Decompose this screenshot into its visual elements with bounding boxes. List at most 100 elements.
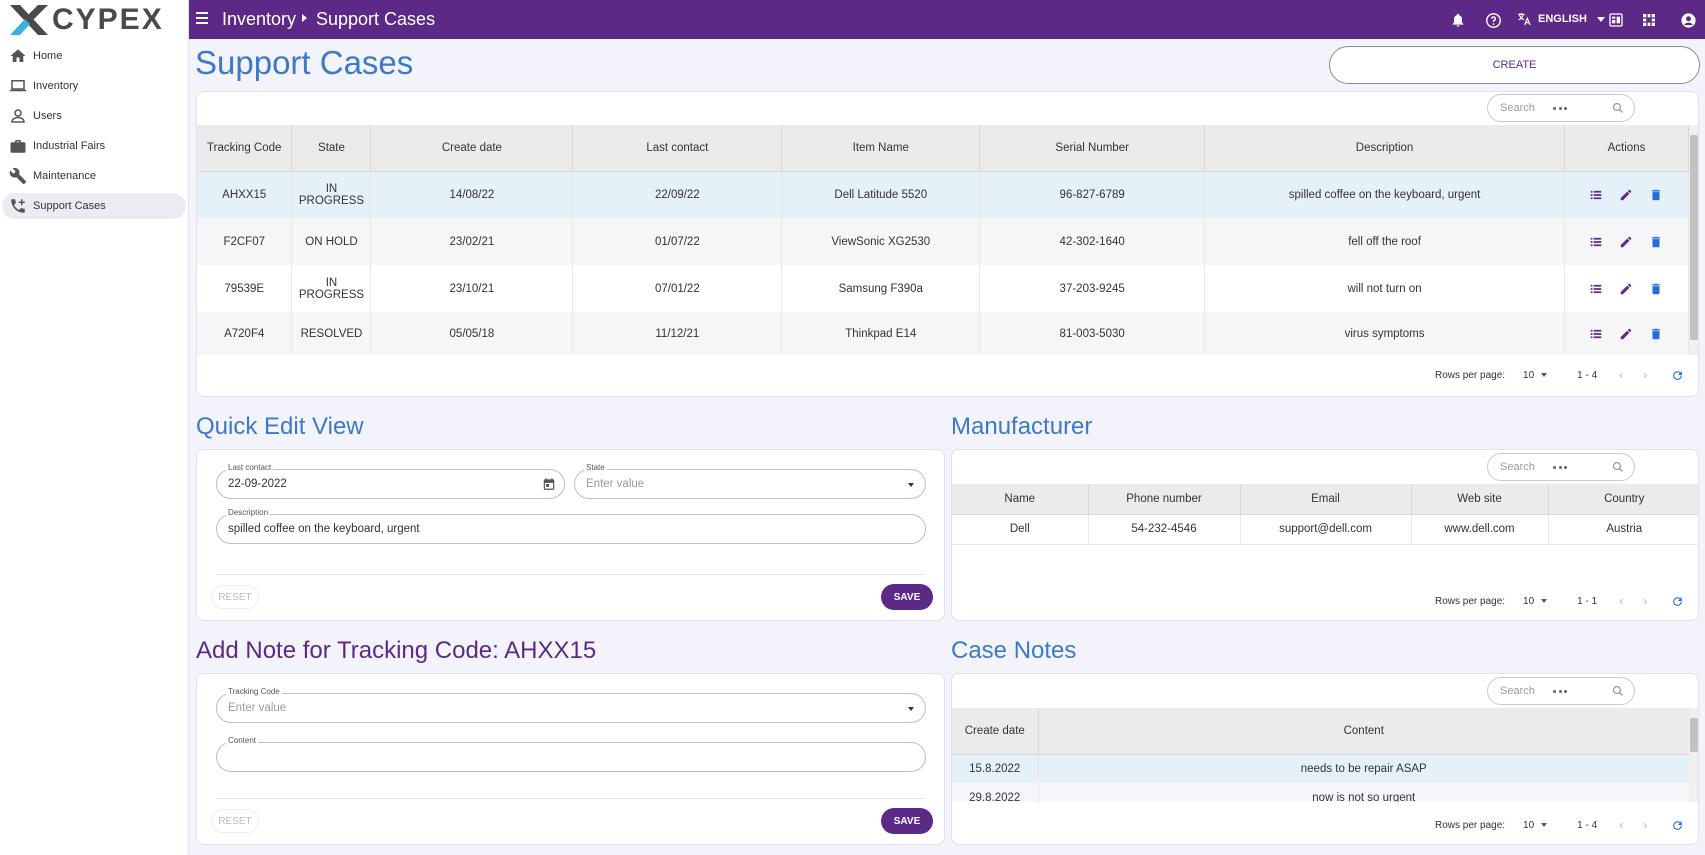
column-header-name[interactable]: Name: [952, 484, 1089, 515]
rows-per-page-select[interactable]: 10: [1523, 370, 1548, 381]
delete-trash-icon[interactable]: [1649, 327, 1663, 341]
quick-edit-title: Quick Edit View: [196, 413, 364, 440]
translate-icon: [1518, 13, 1531, 26]
delete-trash-icon[interactable]: [1649, 235, 1663, 249]
next-page-icon[interactable]: ›: [1643, 818, 1648, 832]
prev-page-icon[interactable]: ‹: [1619, 368, 1624, 382]
grid-icon[interactable]: [1639, 10, 1659, 30]
column-header-description[interactable]: Description: [1204, 125, 1565, 172]
table-row[interactable]: 15.8.2022 needs to be repair ASAP: [952, 754, 1689, 783]
column-header-tracking-code[interactable]: Tracking Code: [197, 125, 293, 172]
reset-button[interactable]: RESET: [211, 585, 259, 609]
more-options-icon[interactable]: [1553, 107, 1567, 111]
chevron-down-icon: [1596, 16, 1605, 22]
reset-button[interactable]: RESET: [211, 809, 259, 833]
list-view-icon[interactable]: [1589, 188, 1603, 202]
tracking-code-select[interactable]: Tracking Code Enter value: [216, 687, 926, 723]
field-value: 22-09-2022: [228, 478, 287, 490]
person-icon: [11, 109, 25, 123]
cell-create-date: 23/02/21: [370, 218, 574, 265]
cell-content: now is not so urgent: [1038, 783, 1689, 802]
cases-table-scrollbar[interactable]: [1689, 125, 1698, 355]
column-header-country[interactable]: Country: [1548, 484, 1698, 515]
table-row[interactable]: A720F4 RESOLVED 05/05/18 11/12/21 Thinkp…: [197, 312, 1690, 355]
refresh-icon[interactable]: [1671, 819, 1684, 832]
case-notes-search-input[interactable]: Search: [1487, 677, 1635, 705]
sidebar-item-industrial-fairs[interactable]: Industrial Fairs: [2, 133, 186, 159]
edit-pencil-icon[interactable]: [1619, 327, 1633, 341]
briefcase-icon: [10, 140, 26, 153]
delete-trash-icon[interactable]: [1649, 188, 1663, 202]
help-icon[interactable]: [1483, 10, 1503, 30]
list-view-icon[interactable]: [1589, 282, 1603, 296]
cell-item-name: Dell Latitude 5520: [781, 171, 981, 218]
list-view-icon[interactable]: [1589, 235, 1603, 249]
column-header-email[interactable]: Email: [1240, 484, 1412, 515]
sidebar-item-support-cases[interactable]: Support Cases: [2, 193, 186, 219]
cell-tracking-code: A720F4: [197, 312, 293, 355]
cell-state: RESOLVED: [291, 312, 372, 355]
refresh-icon[interactable]: [1671, 595, 1684, 608]
sidebar-item-home[interactable]: Home: [2, 43, 186, 69]
breadcrumb-inventory[interactable]: Inventory: [222, 9, 297, 29]
content-field[interactable]: Content: [216, 736, 926, 772]
column-header-content[interactable]: Content: [1038, 708, 1689, 755]
prev-page-icon[interactable]: ‹: [1619, 594, 1624, 608]
table-row[interactable]: AHXX15 IN PROGRESS 14/08/22 22/09/22 Del…: [197, 171, 1690, 218]
account-icon[interactable]: [1678, 10, 1698, 30]
case-notes-scrollbar[interactable]: [1689, 708, 1698, 802]
column-header-last-contact[interactable]: Last contact: [572, 125, 783, 172]
column-header-phone[interactable]: Phone number: [1088, 484, 1241, 515]
sidebar-item-label: Home: [33, 50, 63, 62]
hamburger-menu-icon[interactable]: [196, 12, 208, 26]
rows-per-page-select[interactable]: 10: [1523, 596, 1548, 607]
column-header-web-site[interactable]: Web site: [1411, 484, 1549, 515]
state-select[interactable]: State Enter value: [574, 463, 926, 499]
delete-trash-icon[interactable]: [1649, 282, 1663, 296]
bell-icon[interactable]: [1448, 10, 1468, 30]
next-page-icon[interactable]: ›: [1643, 368, 1648, 382]
rows-per-page-select[interactable]: 10: [1523, 820, 1548, 831]
calendar-icon[interactable]: [542, 477, 556, 491]
description-field[interactable]: Description spilled coffee on the keyboa…: [216, 508, 926, 544]
save-button[interactable]: SAVE: [881, 808, 933, 834]
column-header-item-name[interactable]: Item Name: [781, 125, 981, 172]
more-options-icon[interactable]: [1553, 466, 1567, 470]
sidebar-item-users[interactable]: Users: [2, 103, 186, 129]
dashboard-icon[interactable]: [1606, 10, 1626, 30]
create-button[interactable]: CREATE: [1329, 46, 1700, 84]
logo[interactable]: CYPEX: [0, 0, 189, 39]
table-row[interactable]: 29.8.2022 now is not so urgent: [952, 783, 1689, 802]
table-row[interactable]: F2CF07 ON HOLD 23/02/21 01/07/22 ViewSon…: [197, 218, 1690, 265]
edit-pencil-icon[interactable]: [1619, 188, 1633, 202]
field-placeholder: Enter value: [228, 702, 287, 714]
laptop-icon: [9, 80, 27, 92]
cell-last-contact: 11/12/21: [572, 312, 783, 355]
table-row[interactable]: Dell 54-232-4546 support@dell.com www.de…: [952, 514, 1698, 545]
refresh-icon[interactable]: [1671, 369, 1684, 382]
chevron-down-icon: [908, 483, 914, 487]
case-notes-table-viewport: Create date Content 15.8.2022 needs to b…: [952, 708, 1689, 802]
cases-pagination: Rows per page: 10 1 - 4 ‹ ›: [1435, 367, 1684, 383]
sidebar-item-inventory[interactable]: Inventory: [2, 73, 186, 99]
more-options-icon[interactable]: [1553, 690, 1567, 694]
column-header-create-date[interactable]: Create date: [952, 708, 1039, 755]
cell-description: fell off the roof: [1204, 218, 1565, 265]
column-header-state[interactable]: State: [291, 125, 372, 172]
field-label: State: [584, 463, 607, 472]
last-contact-field[interactable]: Last contact 22-09-2022: [216, 463, 565, 499]
column-header-create-date[interactable]: Create date: [370, 125, 574, 172]
table-row[interactable]: 79539E IN PROGRESS 23/10/21 07/01/22 Sam…: [197, 265, 1690, 312]
column-header-serial-number[interactable]: Serial Number: [979, 125, 1206, 172]
edit-pencil-icon[interactable]: [1619, 282, 1633, 296]
cell-serial-number: 37-203-9245: [979, 265, 1206, 312]
manufacturer-pagination: Rows per page: 10 1 - 1 ‹ ›: [1435, 593, 1684, 609]
save-button[interactable]: SAVE: [881, 584, 933, 610]
sidebar-item-maintenance[interactable]: Maintenance: [2, 163, 186, 189]
prev-page-icon[interactable]: ‹: [1619, 818, 1624, 832]
next-page-icon[interactable]: ›: [1643, 594, 1648, 608]
edit-pencil-icon[interactable]: [1619, 235, 1633, 249]
language-selector[interactable]: ENGLISH: [1516, 9, 1605, 29]
list-view-icon[interactable]: [1589, 327, 1603, 341]
cell-state: ON HOLD: [291, 218, 372, 265]
